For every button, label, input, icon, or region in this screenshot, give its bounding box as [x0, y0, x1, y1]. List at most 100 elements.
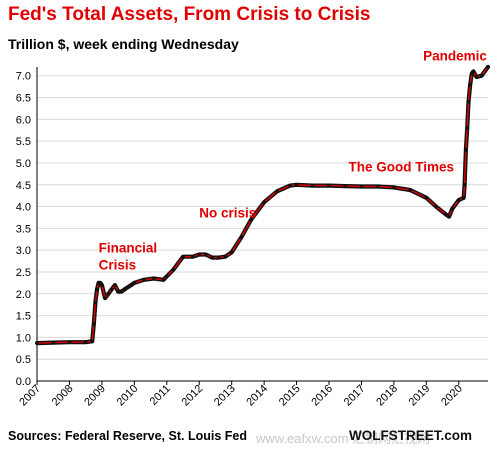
data-point: [197, 252, 202, 257]
data-point: [343, 184, 348, 188]
data-point: [119, 289, 124, 294]
data-point: [461, 196, 466, 200]
data-point: [164, 274, 169, 279]
y-tick-label: 2.5: [16, 267, 31, 279]
data-point: [51, 340, 56, 345]
data-point: [142, 278, 146, 282]
data-point: [468, 82, 472, 87]
data-point: [161, 278, 166, 282]
chart-subtitle: Trillion $, week ending Wednesday: [8, 36, 239, 52]
y-tick-label: 0.5: [16, 354, 31, 366]
y-tick-label: 1.0: [16, 332, 31, 344]
y-tick-label: 4.0: [16, 202, 31, 214]
data-point: [126, 285, 130, 290]
data-point: [474, 75, 479, 79]
y-tick-label: 6.5: [16, 93, 31, 105]
x-tick-label: 2018: [374, 383, 400, 409]
data-point: [190, 254, 195, 259]
x-tick-label: 2012: [180, 383, 206, 409]
y-tick-label: 3.5: [16, 223, 31, 235]
x-tick-label: 2008: [50, 383, 76, 409]
y-tick-label: 0.0: [16, 376, 31, 388]
y-tick-label: 7.0: [16, 71, 31, 83]
data-point: [129, 283, 133, 287]
data-point: [152, 276, 156, 281]
x-tick-label: 2020: [439, 383, 465, 409]
data-point: [93, 300, 98, 305]
y-tick-label: 4.5: [16, 180, 31, 192]
x-tick-label: 2013: [212, 383, 238, 409]
data-point: [444, 212, 448, 217]
annotation-line: Pandemic: [423, 48, 487, 63]
x-tick-label: 2010: [115, 383, 141, 409]
data-point: [486, 65, 490, 69]
annotation-line: Financial: [99, 240, 158, 255]
y-tick-label: 2.0: [16, 289, 31, 301]
data-point: [106, 291, 111, 296]
data-point: [465, 126, 470, 130]
data-point: [122, 287, 127, 292]
watermark-text: www.eafxw.com 汇钢网汇视网: [256, 431, 431, 446]
data-point: [424, 196, 429, 200]
data-point: [392, 185, 396, 190]
data-point: [203, 252, 208, 257]
data-point: [181, 254, 185, 259]
data-point: [210, 255, 215, 260]
annotation-label: Pandemic: [423, 48, 487, 63]
sources-note: Sources: Federal Reserve, St. Louis Fed: [8, 429, 247, 443]
data-point: [456, 198, 461, 202]
data-point: [90, 339, 94, 344]
x-tick-label: 2011: [148, 383, 173, 408]
chart-title: Fed's Total Assets, From Crisis to Crisi…: [8, 4, 371, 25]
data-point: [288, 183, 292, 188]
data-point: [216, 255, 221, 260]
x-tick-label: 2016: [309, 383, 335, 409]
x-tick-label: 2017: [342, 383, 368, 409]
data-point: [262, 200, 266, 204]
data-point: [35, 341, 39, 345]
annotation-line: Crisis: [99, 257, 137, 272]
data-point: [408, 188, 412, 192]
data-point: [327, 183, 331, 188]
data-point: [479, 73, 484, 78]
data-point: [103, 296, 107, 300]
data-point: [67, 340, 72, 344]
data-point: [462, 182, 467, 187]
data-point: [113, 283, 117, 287]
data-point: [91, 322, 96, 327]
data-point: [450, 206, 455, 211]
data-point: [249, 217, 253, 222]
data-point: [83, 340, 88, 344]
data-point: [471, 69, 476, 74]
data-point: [229, 250, 234, 255]
data-point: [294, 182, 299, 187]
data-point: [464, 148, 468, 152]
y-tick-label: 3.0: [16, 245, 31, 257]
annotation-label: No crisis: [199, 205, 256, 220]
data-point: [132, 281, 137, 285]
data-point: [239, 235, 244, 239]
data-point: [466, 100, 471, 104]
data-point: [275, 189, 279, 194]
annotation-line: The Good Times: [348, 160, 454, 175]
data-point: [310, 183, 315, 188]
data-point: [447, 214, 451, 219]
data-point: [171, 267, 176, 272]
annotation-line: No crisis: [199, 205, 256, 220]
y-tick-label: 6.0: [16, 114, 31, 126]
x-tick-label: 2009: [82, 383, 108, 409]
annotation-label: The Good Times: [348, 160, 454, 175]
brand-logo: WOLFSTREET.com: [349, 428, 473, 443]
data-point: [116, 289, 120, 294]
data-point: [223, 254, 227, 259]
data-point: [434, 204, 438, 209]
x-tick-label: 2014: [244, 383, 270, 409]
series-line: [36, 66, 489, 344]
data-point: [100, 283, 104, 287]
data-point: [95, 287, 99, 292]
data-point: [109, 287, 114, 292]
x-tick-label: 2019: [407, 383, 433, 409]
annotation-label: Financial Crisis: [99, 240, 158, 272]
data-point: [375, 184, 380, 189]
